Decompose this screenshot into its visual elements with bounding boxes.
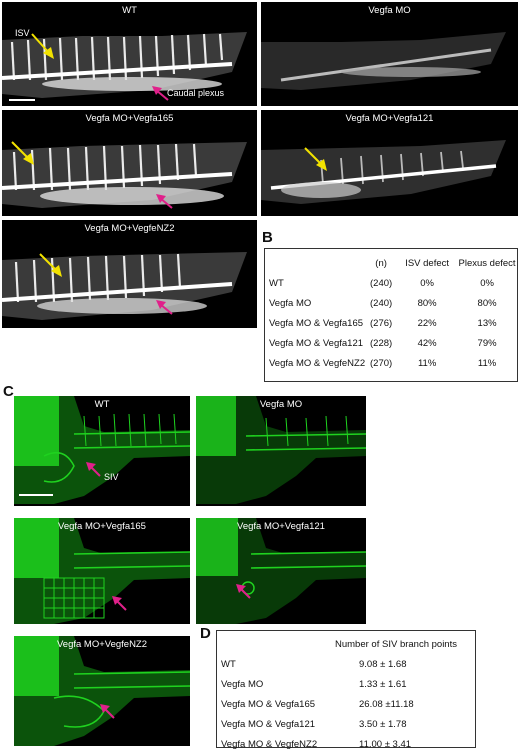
fish-image-wt: WT ISV Caudal plexus bbox=[2, 2, 257, 106]
table-row: Vegfa MO & VegfeNZ2 11.00 ± 3.41 bbox=[221, 738, 412, 750]
siv-image-wt: WT SIV bbox=[14, 396, 190, 506]
fish-image-vegfa-mo: Vegfa MO bbox=[261, 2, 518, 106]
siv-label: SIV bbox=[104, 472, 119, 482]
image-title: Vegfa MO+VegfeNZ2 bbox=[56, 639, 148, 650]
table-row: Vegfa MO (240) 80% 80% bbox=[269, 297, 497, 309]
table-header-row: (n) ISV defect Plexus defect bbox=[375, 257, 516, 269]
table-row: Vegfa MO & VegfeNZ2 (270) 11% 11% bbox=[269, 357, 497, 369]
isv-arrow-icon bbox=[304, 147, 327, 171]
siv-image-vegfa-mo: Vegfa MO bbox=[196, 396, 366, 506]
caudal-plexus-label: Caudal plexus bbox=[167, 88, 225, 98]
plexus-arrow-icon bbox=[152, 86, 169, 101]
panel-label-b: B bbox=[262, 229, 273, 246]
isv-arrow-icon bbox=[11, 141, 34, 165]
image-title: WT bbox=[122, 5, 137, 16]
image-title: WT bbox=[94, 399, 110, 410]
isv-label: ISV bbox=[15, 28, 30, 38]
image-title: Vegfa MO+Vegfa165 bbox=[58, 521, 146, 532]
isv-arrow-icon bbox=[31, 33, 54, 59]
table-row: Vegfa MO 1.33 ± 1.61 bbox=[221, 678, 407, 690]
fish-image-vegfa-mo-vegfenz2: Vegfa MO+VegfeNZ2 bbox=[2, 220, 257, 328]
siv-arrow-icon bbox=[86, 462, 101, 477]
fish-image-vegfa-mo-vegfa121: Vegfa MO+Vegfa121 bbox=[261, 110, 518, 216]
table-row: WT (240) 0% 0% bbox=[269, 277, 494, 289]
table-row: WT 9.08 ± 1.68 bbox=[221, 658, 407, 670]
siv-arrow-icon bbox=[112, 596, 127, 611]
table-row: Vegfa MO & Vegfa165 26.08 ±11.18 bbox=[221, 698, 414, 710]
image-title: Vegfa MO+VegfeNZ2 bbox=[84, 223, 175, 234]
panel-label-d: D bbox=[200, 625, 211, 642]
image-title: Vegfa MO+Vegfa121 bbox=[237, 521, 325, 532]
table-row: Vegfa MO & Vegfa165 (276) 22% 13% bbox=[269, 317, 497, 329]
siv-image-vegfa-mo-vegfa165: Vegfa MO+Vegfa165 bbox=[14, 518, 190, 624]
siv-arrow-icon bbox=[236, 584, 251, 599]
image-title: Vegfa MO bbox=[259, 399, 303, 410]
fish-image-vegfa-mo-vegfa165: Vegfa MO+Vegfa165 bbox=[2, 110, 257, 216]
siv-image-vegfa-mo-vegfenz2: Vegfa MO+VegfeNZ2 bbox=[14, 636, 190, 746]
image-title: Vegfa MO bbox=[368, 5, 411, 16]
scale-bar bbox=[9, 99, 35, 101]
siv-arrow-icon bbox=[100, 704, 115, 719]
siv-image-vegfa-mo-vegfa121: Vegfa MO+Vegfa121 bbox=[196, 518, 366, 624]
scale-bar bbox=[19, 494, 53, 496]
plexus-arrow-icon bbox=[156, 300, 173, 315]
panel-label-c: C bbox=[3, 383, 14, 400]
table-row: Vegfa MO & Vegfa121 (228) 42% 79% bbox=[269, 337, 497, 349]
image-title: Vegfa MO+Vegfa121 bbox=[345, 113, 434, 124]
image-title: Vegfa MO+Vegfa165 bbox=[85, 113, 174, 124]
isv-arrow-icon bbox=[39, 253, 62, 277]
isv-plexus-defect-table: (n) ISV defect Plexus defect WT (240) 0% 0… bbox=[264, 248, 518, 382]
plexus-arrow-icon bbox=[156, 194, 173, 209]
table-header-row: Number of SIV branch points bbox=[335, 638, 457, 650]
table-row: Vegfa MO & Vegfa121 3.50 ± 1.78 bbox=[221, 718, 407, 730]
siv-branch-points-table: Number of SIV branch points WT 9.08 ± 1.6… bbox=[216, 630, 476, 750]
